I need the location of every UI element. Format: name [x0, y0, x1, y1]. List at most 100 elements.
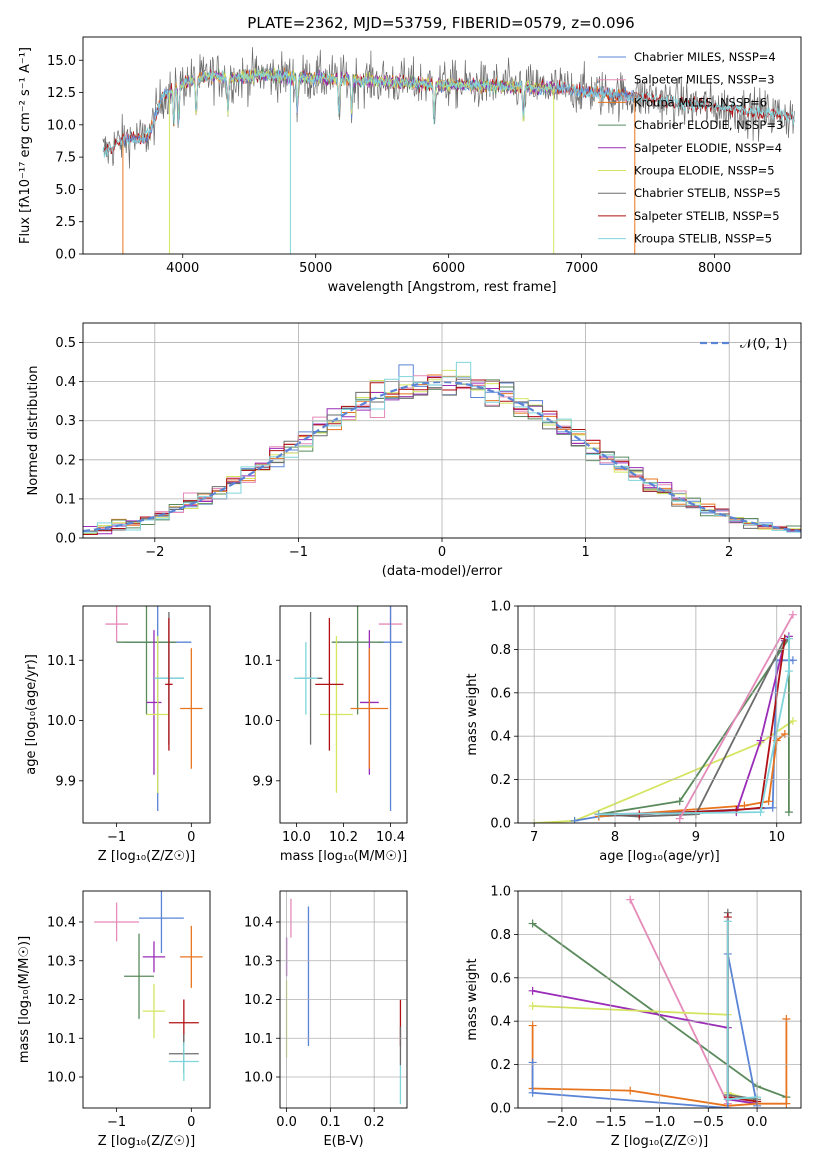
mass-vs-Z-plot-area — [94, 891, 203, 1081]
cumulative-line — [726, 912, 758, 1101]
cumulative-age-frame — [517, 605, 802, 824]
x-axis-label: wavelength [Angstrom, rest frame] — [328, 280, 557, 295]
x-tick-label: 0 — [187, 830, 195, 845]
cumulative-marker — [528, 1088, 537, 1097]
y-tick-label: 10.0 — [47, 1071, 76, 1086]
x-tick-label: 7000 — [565, 261, 598, 276]
y-tick-label: 0.6 — [490, 971, 511, 986]
cumulative-marker — [780, 730, 789, 739]
x-tick-label: 0 — [187, 1115, 195, 1130]
cumulative-line — [726, 917, 758, 1103]
spectrum-plot-area — [102, 47, 795, 254]
cumulative-line — [532, 1005, 758, 1103]
residuals-frame — [82, 322, 802, 539]
cumulative-line — [531, 953, 758, 1108]
y-tick-label: 0.0 — [55, 248, 76, 263]
y-tick-label: 0.8 — [490, 928, 511, 943]
y-tick-label: 0.2 — [490, 773, 511, 788]
y-tick-label: 0.4 — [55, 375, 76, 390]
y-axis-label: mass weight — [465, 673, 480, 755]
cumulative-marker — [528, 1021, 537, 1030]
legend-entry: Salpeter ELODIE, NSSP=4 — [634, 141, 782, 155]
x-tick-label: 0.1 — [320, 1115, 341, 1130]
y-tick-label: 5.0 — [55, 183, 76, 198]
y-tick-label: 10.1 — [244, 1032, 273, 1047]
y-tick-label: 10.1 — [244, 654, 273, 669]
y-tick-label: 10.3 — [47, 954, 76, 969]
x-tick-label: 2 — [725, 545, 733, 560]
x-tick-label: −0.5 — [693, 1115, 725, 1130]
y-tick-label: 10.0 — [244, 714, 273, 729]
x-tick-label: 7 — [530, 830, 538, 845]
y-tick-label: 0.6 — [490, 686, 511, 701]
mass-vs-Z-frame — [82, 890, 211, 1109]
cumulative-marker — [788, 610, 797, 619]
y-tick-label: 0.4 — [490, 1015, 511, 1030]
legend-entry: Chabrier MILES, NSSP=4 — [634, 50, 776, 64]
y-tick-label: 0.2 — [490, 1058, 511, 1073]
cumulative-line — [598, 635, 790, 816]
y-axis-label: age [log₁₀(age/yr)] — [24, 654, 39, 775]
cumulative-marker — [784, 667, 793, 676]
legend-entry: Chabrier STELIB, NSSP=5 — [634, 186, 781, 200]
x-tick-label: −1.0 — [644, 1115, 676, 1130]
y-tick-label: 0.3 — [55, 414, 76, 429]
residuals-panel: −2 −1 0 1 2 0.0 0.1 0.2 0.3 0.4 0.5 (data-model)/er… — [26, 322, 802, 579]
x-axis-label: (data-model)/error — [382, 564, 503, 579]
y-tick-label: 1.0 — [490, 600, 511, 615]
y-tick-label: 9.9 — [55, 774, 76, 789]
legend-entry: Salpeter MILES, NSSP=3 — [634, 73, 775, 87]
y-tick-label: 15.0 — [47, 54, 76, 69]
cumulative-marker — [723, 917, 732, 926]
x-tick-label: 0 — [438, 545, 446, 560]
y-axis-label: Normed distribution — [26, 366, 41, 496]
spectrum-frame — [82, 36, 802, 255]
y-tick-label: 10.1 — [47, 1032, 76, 1047]
y-tick-label: 10.4 — [47, 916, 76, 931]
cumulative-Z-panel: −2.0 −1.5 −1.0 −0.5 0.0 0.0 0.2 0.4 0.6 0.8 1.0 Z [… — [465, 885, 802, 1149]
y-tick-label: 0.8 — [490, 643, 511, 658]
mass-vs-ebv-plot-area — [285, 898, 402, 1105]
cumulative-line — [598, 733, 786, 818]
y-axis-label: Flux [fλ10⁻¹⁷ erg cm⁻² s⁻¹ A⁻¹] — [18, 47, 33, 244]
x-tick-label: 8000 — [698, 261, 731, 276]
y-tick-label: 10.1 — [47, 654, 76, 669]
mass-vs-ebv-panel: 0.0 0.1 0.2 10.0 10.1 10.2 10.3 10.4 E(B-V) — [244, 890, 408, 1149]
x-tick-label: −1.5 — [595, 1115, 627, 1130]
x-tick-label: −1 — [289, 545, 308, 560]
cumulative-age-plot-area — [530, 610, 797, 823]
y-tick-label: 10.2 — [47, 993, 76, 1008]
y-axis-label: mass weight — [465, 958, 480, 1040]
y-tick-label: 0.2 — [55, 453, 76, 468]
y-tick-label: 0.0 — [490, 817, 511, 832]
x-tick-label: −2.0 — [546, 1115, 578, 1130]
cumulative-marker — [782, 1099, 791, 1108]
cumulative-line — [726, 921, 758, 1101]
x-tick-label: −2 — [145, 545, 164, 560]
x-axis-label: Z [log₁₀(Z/Z☉)] — [98, 1134, 195, 1149]
cumulative-marker — [675, 797, 684, 806]
cumulative-marker — [768, 803, 777, 812]
cumulative-marker — [764, 797, 773, 806]
y-tick-label: 0.0 — [490, 1102, 511, 1117]
age-vs-mass-plot-area — [294, 606, 403, 811]
cumulative-line — [598, 638, 790, 816]
y-tick-label: 10.2 — [244, 993, 273, 1008]
cumulative-marker — [756, 736, 765, 745]
x-tick-label: 5000 — [299, 261, 332, 276]
y-tick-label: 10.0 — [47, 118, 76, 133]
x-tick-label: −1 — [107, 1115, 126, 1130]
age-vs-Z-panel: −1 0 9.9 10.0 10.1 Z [log₁₀(Z/Z☉)] age [log₁₀(… — [24, 605, 211, 864]
cumulative-line — [598, 635, 790, 816]
x-tick-label: −1 — [107, 830, 126, 845]
y-tick-label: 10.0 — [244, 1071, 273, 1086]
mass-vs-Z-panel: −1 0 10.0 10.1 10.2 10.3 10.4 Z [log₁₀(Z/Z☉)] ma… — [17, 890, 211, 1149]
x-axis-label: Z [log₁₀(Z/Z☉)] — [611, 1134, 708, 1149]
cumulative-line — [598, 638, 786, 816]
x-axis-label: Z [log₁₀(Z/Z☉)] — [98, 849, 195, 864]
cumulative-marker — [756, 808, 765, 817]
x-tick-label: 10.2 — [329, 830, 358, 845]
x-tick-label: 0.0 — [747, 1115, 768, 1130]
y-tick-label: 9.9 — [252, 774, 273, 789]
